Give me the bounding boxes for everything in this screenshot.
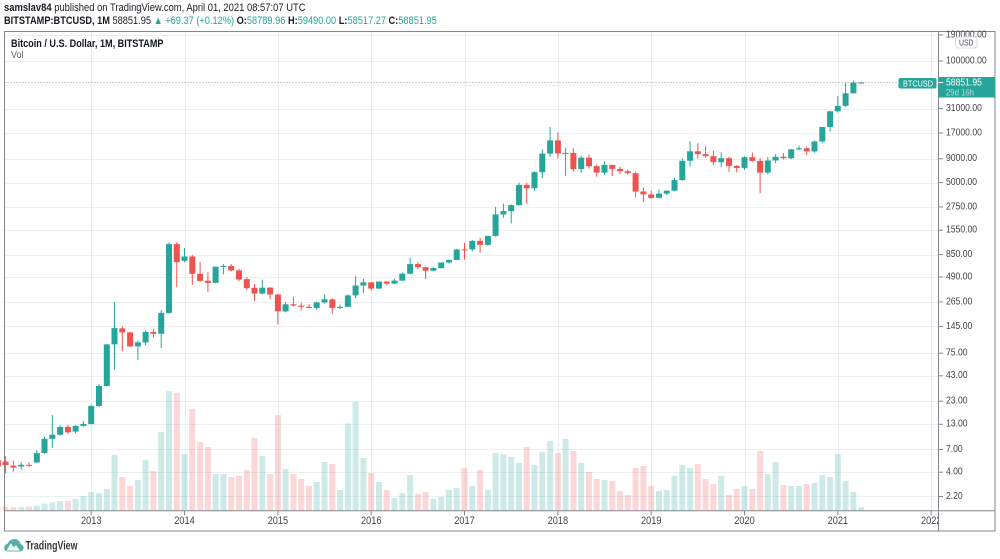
svg-text:31000.00: 31000.00 [946, 103, 982, 114]
svg-text:2020: 2020 [734, 515, 755, 527]
svg-text:USD: USD [959, 37, 974, 47]
svg-text:2017: 2017 [454, 515, 475, 527]
svg-text:2014: 2014 [174, 515, 195, 527]
svg-text:9000.00: 9000.00 [946, 153, 977, 164]
svg-text:265.00: 265.00 [946, 296, 973, 307]
svg-text:2750.00: 2750.00 [946, 201, 977, 212]
svg-text:145.00: 145.00 [946, 321, 973, 332]
svg-text:2015: 2015 [268, 515, 289, 527]
svg-text:58851.95: 58851.95 [946, 78, 982, 89]
svg-text:190000.00: 190000.00 [946, 29, 987, 40]
svg-text:2016: 2016 [361, 515, 382, 527]
svg-text:2022: 2022 [921, 515, 942, 527]
svg-text:23.00: 23.00 [946, 396, 968, 407]
svg-text:13.00: 13.00 [946, 419, 968, 430]
svg-text:2021: 2021 [828, 515, 849, 527]
svg-text:5000.00: 5000.00 [946, 177, 977, 188]
svg-text:2019: 2019 [641, 515, 662, 527]
svg-text:17000.00: 17000.00 [946, 127, 982, 138]
svg-text:100000.00: 100000.00 [946, 55, 987, 66]
svg-text:75.00: 75.00 [946, 348, 968, 359]
svg-text:2013: 2013 [81, 515, 102, 527]
svg-text:850.00: 850.00 [946, 249, 973, 260]
svg-text:BTCUSD: BTCUSD [903, 78, 933, 88]
svg-text:1550.00: 1550.00 [946, 225, 977, 236]
svg-text:TradingView: TradingView [26, 539, 78, 553]
svg-text:43.00: 43.00 [946, 370, 968, 381]
svg-text:2018: 2018 [548, 515, 569, 527]
svg-text:29d 16h: 29d 16h [946, 87, 974, 97]
svg-text:7.00: 7.00 [946, 444, 963, 455]
svg-text:490.00: 490.00 [946, 271, 973, 282]
svg-text:4.00: 4.00 [946, 467, 963, 478]
svg-text:2.20: 2.20 [946, 491, 963, 502]
